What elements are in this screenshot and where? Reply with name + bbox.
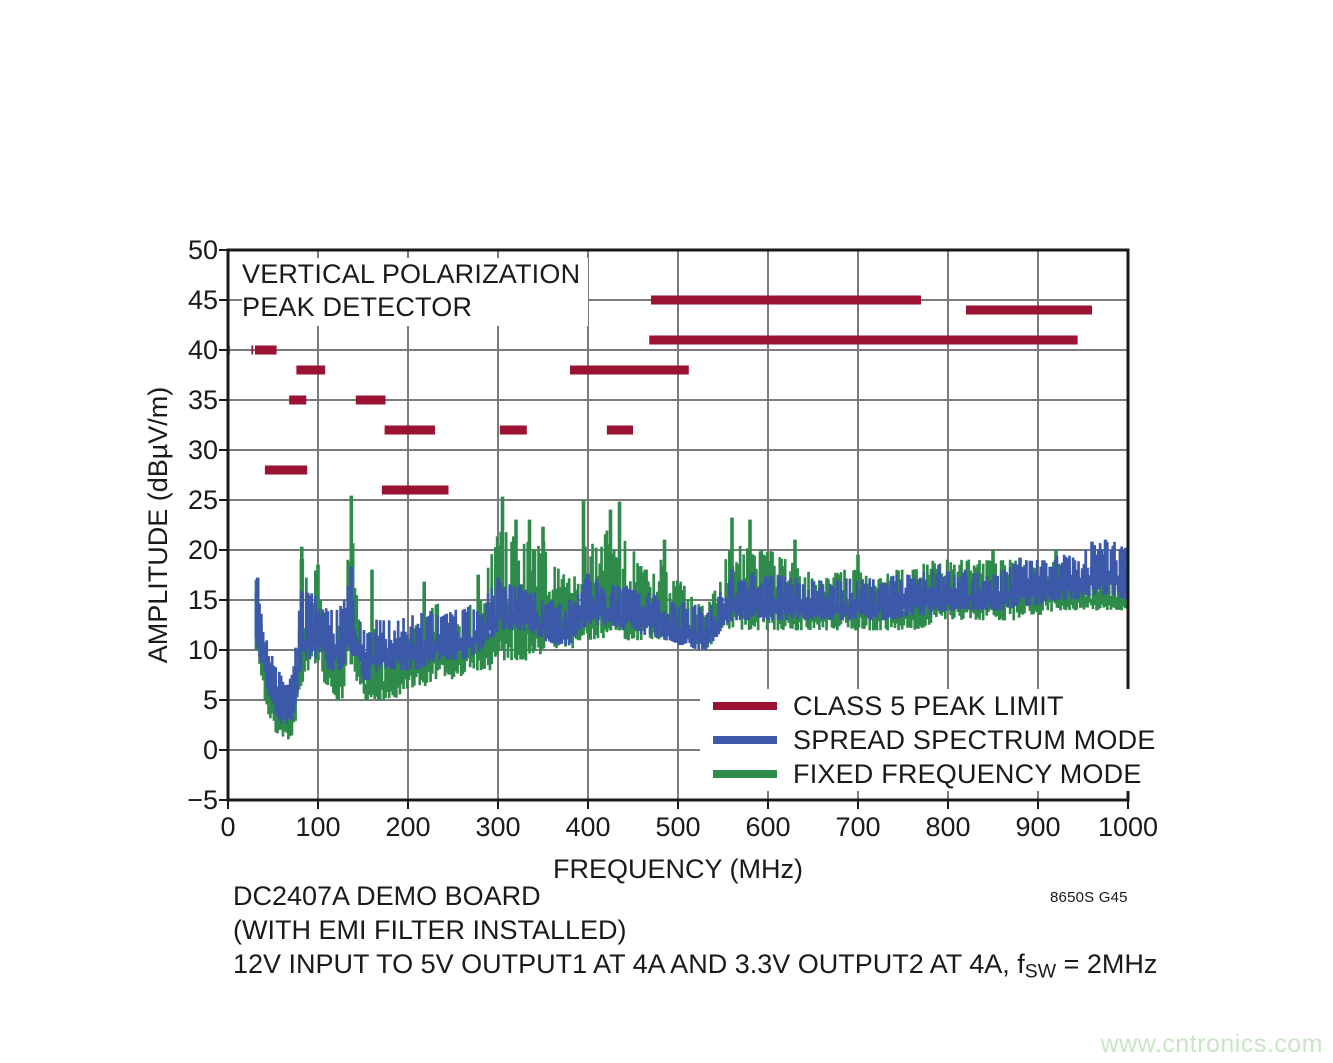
spread-spectrum-swatch — [713, 736, 777, 744]
y-tick-label: 15 — [187, 585, 218, 615]
y-tick-label: 35 — [187, 385, 218, 415]
x-tick-label: 900 — [1015, 812, 1061, 842]
caption-line2: (WITH EMI FILTER INSTALLED) — [233, 915, 627, 945]
legend-item-fixed-frequency: FIXED FREQUENCY MODE — [700, 757, 1162, 791]
legend-item-class5-limit: CLASS 5 PEAK LIMIT — [700, 689, 1162, 723]
y-axis-title: AMPLITUDE (dBµV/m) — [143, 386, 173, 664]
x-tick-label: 300 — [475, 812, 521, 842]
x-tick-label: 500 — [655, 812, 701, 842]
x-axis-title: FREQUENCY (MHz) — [552, 854, 803, 884]
class5-limit-segments — [228, 295, 1092, 495]
y-tick-label: −5 — [187, 785, 218, 815]
y-tick-label: 5 — [202, 685, 218, 715]
legend-item-spread-spectrum: SPREAD SPECTRUM MODE — [700, 723, 1162, 757]
caption-line3: 12V INPUT TO 5V OUTPUT1 AT 4A AND 3.3V O… — [233, 949, 1158, 983]
y-tick-label: 50 — [187, 235, 218, 265]
x-tick-label: 800 — [925, 812, 971, 842]
fixed-frequency-swatch — [713, 770, 777, 778]
y-tick-label: 40 — [187, 335, 218, 365]
y-tick-label: 10 — [187, 635, 218, 665]
legend: CLASS 5 PEAK LIMIT SPREAD SPECTRUM MODE … — [700, 689, 1162, 791]
figure-caption: DC2407A DEMO BOARD (WITH EMI FILTER INST… — [233, 879, 1157, 988]
plot-title: VERTICAL POLARIZATION PEAK DETECTOR — [242, 258, 589, 326]
plot-title-line2: PEAK DETECTOR — [242, 292, 473, 322]
y-tick-label: 25 — [187, 485, 218, 515]
class5-limit-swatch — [713, 702, 777, 710]
x-tick-label: 100 — [295, 812, 341, 842]
x-tick-label: 700 — [835, 812, 881, 842]
y-tick-label: 30 — [187, 435, 218, 465]
legend-label: CLASS 5 PEAK LIMIT — [793, 691, 1064, 721]
x-tick-label: 200 — [385, 812, 431, 842]
x-tick-label: 1000 — [1097, 812, 1159, 842]
legend-label: FIXED FREQUENCY MODE — [793, 759, 1142, 789]
caption-line1: DC2407A DEMO BOARD — [233, 881, 541, 911]
plot-code: 8650S G45 — [1050, 889, 1128, 906]
fsw-subscript: SW — [1024, 960, 1057, 983]
watermark: www.cntronics.com — [1100, 1030, 1323, 1058]
spread-spectrum-trace — [254, 539, 1129, 724]
y-tick-label: 0 — [202, 735, 218, 765]
y-tick-label: 45 — [187, 285, 218, 315]
x-tick-label: 600 — [745, 812, 791, 842]
legend-label: SPREAD SPECTRUM MODE — [793, 725, 1156, 755]
plot-frame — [226, 248, 1130, 802]
x-tick-label: 0 — [220, 812, 236, 842]
plot-title-line1: VERTICAL POLARIZATION — [242, 259, 581, 289]
y-tick-label: 20 — [187, 535, 218, 565]
x-tick-label: 400 — [565, 812, 611, 842]
